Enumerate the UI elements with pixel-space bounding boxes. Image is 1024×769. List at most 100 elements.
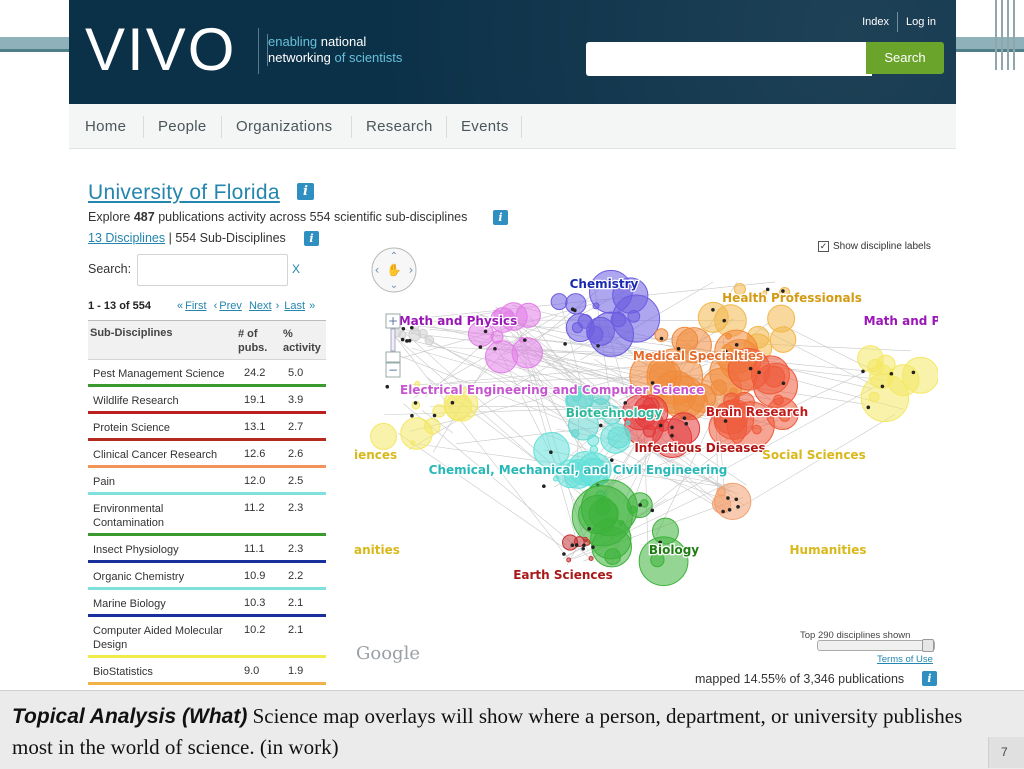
nav-home[interactable]: Home xyxy=(85,118,126,135)
index-link[interactable]: Index xyxy=(854,14,897,30)
clear-search-button[interactable]: X xyxy=(292,262,300,276)
disciplines-slider[interactable] xyxy=(817,640,935,651)
mapped-summary: mapped 14.55% of 3,346 publications xyxy=(695,672,904,686)
svg-text:⌄: ⌄ xyxy=(390,280,398,291)
explore-summary: Explore 487 publications activity across… xyxy=(88,210,467,224)
slide-decoration-lines xyxy=(993,0,1024,70)
subdiscipline-name: Environmental Contamination xyxy=(93,502,233,530)
discipline-label[interactable]: Math and P xyxy=(864,314,938,328)
disciplines-link[interactable]: 13 Disciplines xyxy=(88,231,165,245)
main-nav: Home People Organizations Research Event… xyxy=(69,104,956,149)
map-node-dot xyxy=(736,505,740,509)
nav-events[interactable]: Events xyxy=(461,118,509,135)
slide-number: 7 xyxy=(1001,745,1008,759)
science-map[interactable]: Chemistry Health Professionals Math and Ph… xyxy=(352,240,938,695)
pager-first[interactable]: First xyxy=(185,300,206,312)
pager-next[interactable]: Next xyxy=(249,300,272,312)
discipline-label[interactable]: iences xyxy=(354,448,397,462)
map-node-dot xyxy=(575,543,579,547)
search-button[interactable]: Search xyxy=(866,42,944,74)
info-icon[interactable]: i xyxy=(922,671,937,686)
subdisciplines-count: | 554 Sub-Disciplines xyxy=(165,231,286,245)
zoom-control[interactable]: + − xyxy=(386,314,400,377)
next-arrow: › xyxy=(276,300,280,312)
prev-arrow: ‹ xyxy=(214,300,218,312)
pan-control[interactable]: ⌃ ⌄ ‹ › ✋ xyxy=(372,248,416,292)
discipline-label[interactable]: Chemical, Mechanical, and Civil Engineer… xyxy=(429,463,728,477)
col-header-subdisciplines[interactable]: Sub-Disciplines xyxy=(90,327,173,339)
discipline-label[interactable]: Chemistry xyxy=(570,277,639,291)
subdiscipline-pct: 1.9 xyxy=(288,665,303,677)
map-node-dot xyxy=(721,510,725,514)
discipline-label[interactable]: Social Sciences xyxy=(762,448,865,462)
discipline-label[interactable]: Earth Sciences xyxy=(513,568,613,582)
discipline-label[interactable]: Humanities xyxy=(790,543,867,557)
tagline-word-scientists: of scientists xyxy=(331,50,403,65)
col-header-pubs[interactable]: # of pubs. xyxy=(238,327,278,355)
discipline-label[interactable]: Infectious Diseases xyxy=(634,441,765,455)
map-node-dot xyxy=(881,385,885,389)
disciplines-slider-knob[interactable] xyxy=(922,639,934,652)
discipline-label[interactable]: Medical Specialties xyxy=(633,349,763,363)
subdiscipline-pct: 2.3 xyxy=(288,543,303,555)
last-arrow: » xyxy=(309,300,315,312)
discipline-label[interactable]: Biology xyxy=(649,543,699,557)
map-node xyxy=(643,425,655,437)
discipline-label[interactable]: Brain Research xyxy=(706,405,808,419)
subdiscipline-pubs: 10.9 xyxy=(244,570,265,582)
map-node xyxy=(698,302,728,332)
map-node-dot xyxy=(562,552,566,556)
svg-text:⌃: ⌃ xyxy=(390,251,398,262)
map-node xyxy=(371,423,397,449)
svg-text:✋: ✋ xyxy=(387,263,402,277)
discipline-label[interactable]: Math and Physics xyxy=(399,314,518,328)
info-icon[interactable]: i xyxy=(297,183,314,200)
google-logo[interactable]: Google xyxy=(356,643,420,664)
nav-people[interactable]: People xyxy=(158,118,207,135)
discipline-label[interactable]: anities xyxy=(354,543,400,557)
map-node-dot xyxy=(651,509,655,513)
pager-prev[interactable]: Prev xyxy=(219,300,242,312)
pager-range: 1 - 13 xyxy=(88,300,116,312)
map-node xyxy=(399,331,406,338)
subdiscipline-name: Computer Aided Molecular Design xyxy=(93,624,233,652)
discipline-label[interactable]: Biotechnology xyxy=(566,406,663,420)
discipline-label[interactable]: Health Professionals xyxy=(722,291,862,305)
nav-research[interactable]: Research xyxy=(366,118,433,135)
discipline-label[interactable]: Electrical Engineering and Computer Scie… xyxy=(400,383,704,397)
caption-bold: Topical Analysis (What) xyxy=(12,705,247,728)
site-search-input[interactable] xyxy=(586,42,872,76)
info-icon[interactable]: i xyxy=(493,210,508,225)
table-search-input[interactable] xyxy=(137,254,288,286)
col-header-activity[interactable]: % activity xyxy=(283,327,323,355)
subdiscipline-name: Insect Physiology xyxy=(93,543,233,557)
explore-count: 487 xyxy=(134,210,155,224)
page-title[interactable]: University of Florida xyxy=(88,181,280,205)
pager-last[interactable]: Last xyxy=(284,300,305,312)
terms-of-use-link[interactable]: Terms of Use xyxy=(877,654,933,665)
svg-text:‹: ‹ xyxy=(375,263,380,277)
vivo-logo[interactable]: VIVO xyxy=(85,20,236,80)
map-node xyxy=(590,446,598,454)
zoom-out-button[interactable]: − xyxy=(388,363,398,377)
info-icon[interactable]: i xyxy=(304,231,319,246)
map-node-dot xyxy=(484,330,488,334)
subdiscipline-pct: 2.3 xyxy=(288,502,303,514)
zoom-in-button[interactable]: + xyxy=(388,314,398,328)
login-link[interactable]: Log in xyxy=(898,14,944,30)
pager-links: «First ‹Prev Next› Last» xyxy=(177,300,317,312)
subdiscipline-name: Protein Science xyxy=(93,421,233,435)
map-node-dot xyxy=(734,497,738,501)
nav-organizations[interactable]: Organizations xyxy=(236,118,332,135)
